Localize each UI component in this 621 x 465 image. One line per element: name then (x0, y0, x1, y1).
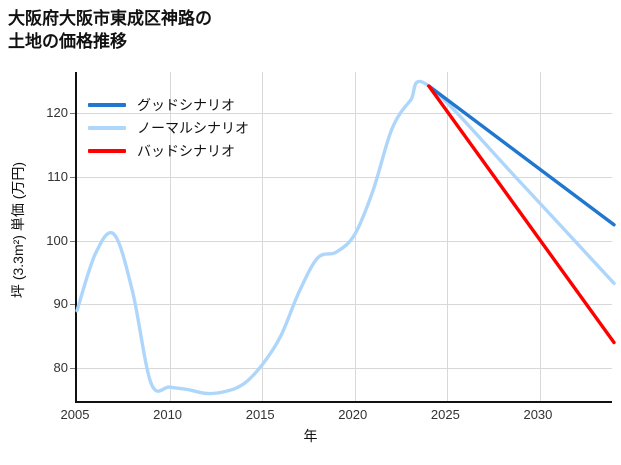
y-tick-label: 110 (47, 169, 68, 185)
x-axis-title: 年 (303, 428, 318, 444)
line-series (75, 79, 616, 396)
y-tick-label: 100 (46, 232, 68, 248)
gridline-horizontal (77, 367, 612, 369)
legend-swatch-bad (88, 148, 126, 153)
legend-label-bad: バッドシナリオ (137, 142, 235, 159)
y-tick-label: 90 (53, 296, 68, 312)
line-series (427, 84, 616, 227)
y-axis-title: 坪 (3.3m²) 単価 (万円) (10, 161, 26, 299)
legend-label-good: グッドシナリオ (137, 96, 235, 113)
y-tick-mark (70, 240, 75, 242)
x-tick-label: 2020 (338, 407, 368, 422)
plot-area (75, 72, 616, 403)
y-tick-label: 120 (46, 105, 68, 121)
line-series (427, 84, 616, 345)
gridline-vertical (169, 72, 171, 401)
legend-item-good[interactable]: グッドシナリオ (88, 93, 249, 116)
gridline-horizontal (77, 304, 612, 306)
gridline-vertical (447, 72, 449, 401)
gridline-horizontal (77, 113, 612, 115)
y-tick-mark (70, 367, 75, 369)
x-tick-label: 2030 (523, 407, 553, 422)
chart-title: 大阪府大阪市東成区神路の 土地の価格推移 (8, 9, 212, 51)
gridline-vertical (539, 72, 541, 401)
legend-swatch-normal (88, 125, 126, 130)
legend-item-bad[interactable]: バッドシナリオ (88, 139, 249, 162)
legend: グッドシナリオ ノーマルシナリオ バッドシナリオ (88, 93, 249, 162)
x-tick-label: 2010 (153, 407, 183, 422)
x-tick-label: 2005 (60, 407, 90, 422)
y-tick-mark (70, 177, 75, 179)
y-tick-mark (70, 113, 75, 115)
series-lines (75, 79, 616, 396)
y-tick-label: 80 (53, 359, 68, 375)
x-tick-label: 2025 (430, 407, 460, 422)
gridline-horizontal (77, 177, 612, 179)
legend-label-normal: ノーマルシナリオ (137, 119, 249, 136)
x-tick-label: 2015 (245, 407, 275, 422)
y-tick-mark (70, 304, 75, 306)
legend-swatch-good (88, 102, 126, 107)
gridline-horizontal (77, 240, 612, 242)
legend-item-normal[interactable]: ノーマルシナリオ (88, 116, 249, 139)
gridline-vertical (262, 72, 264, 401)
